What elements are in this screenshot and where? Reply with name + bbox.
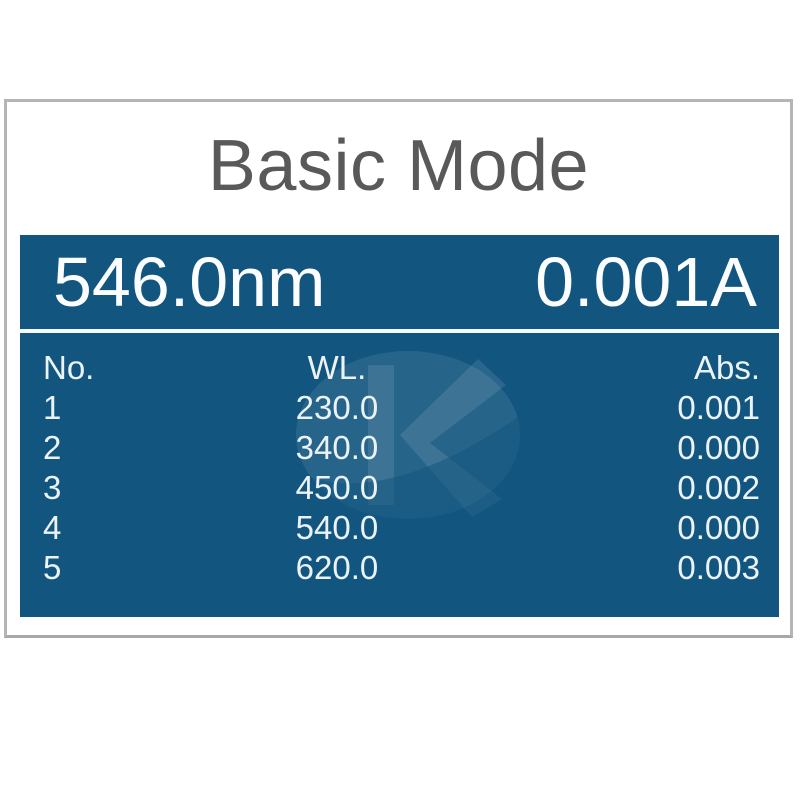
results-table: No. WL. Abs. 1 230.0 0.001 2 340.0 0.000… — [20, 333, 779, 588]
cell-abs: 0.002 — [677, 469, 760, 506]
cell-wl: 230.0 — [295, 389, 379, 426]
table-row: 2 340.0 0.000 — [43, 428, 760, 468]
wavelength-readout: 546.0nm — [53, 243, 326, 321]
table-row: 4 540.0 0.000 — [43, 508, 760, 548]
device-frame: Basic Mode 546.0nm 0.001A No. WL. — [4, 99, 793, 638]
readout-row: 546.0nm 0.001A — [20, 235, 779, 329]
cell-abs: 0.003 — [677, 549, 760, 586]
cell-wl: 340.0 — [295, 429, 379, 466]
instrument-screen: 546.0nm 0.001A No. WL. Abs. 1 230.0 0.00… — [20, 235, 779, 617]
cell-abs: 0.000 — [677, 429, 760, 466]
table-row: 1 230.0 0.001 — [43, 388, 760, 428]
header-no: No. — [43, 349, 95, 386]
cell-no: 1 — [43, 389, 62, 426]
cell-no: 5 — [43, 549, 62, 586]
table-row: 3 450.0 0.002 — [43, 468, 760, 508]
cell-no: 4 — [43, 509, 62, 546]
absorbance-readout: 0.001A — [535, 243, 757, 321]
cell-wl: 620.0 — [295, 549, 379, 586]
cell-wl: 540.0 — [295, 509, 379, 546]
cell-no: 2 — [43, 429, 62, 466]
cell-abs: 0.000 — [677, 509, 760, 546]
cell-no: 3 — [43, 469, 62, 506]
header-abs: Abs. — [693, 349, 760, 386]
page-title: Basic Mode — [207, 126, 590, 206]
cell-wl: 450.0 — [295, 469, 379, 506]
header-wl: WL. — [307, 349, 367, 386]
screen-divider — [20, 329, 779, 333]
table-header-row: No. WL. Abs. — [43, 348, 760, 388]
cell-abs: 0.001 — [677, 389, 760, 426]
table-row: 5 620.0 0.003 — [43, 548, 760, 588]
